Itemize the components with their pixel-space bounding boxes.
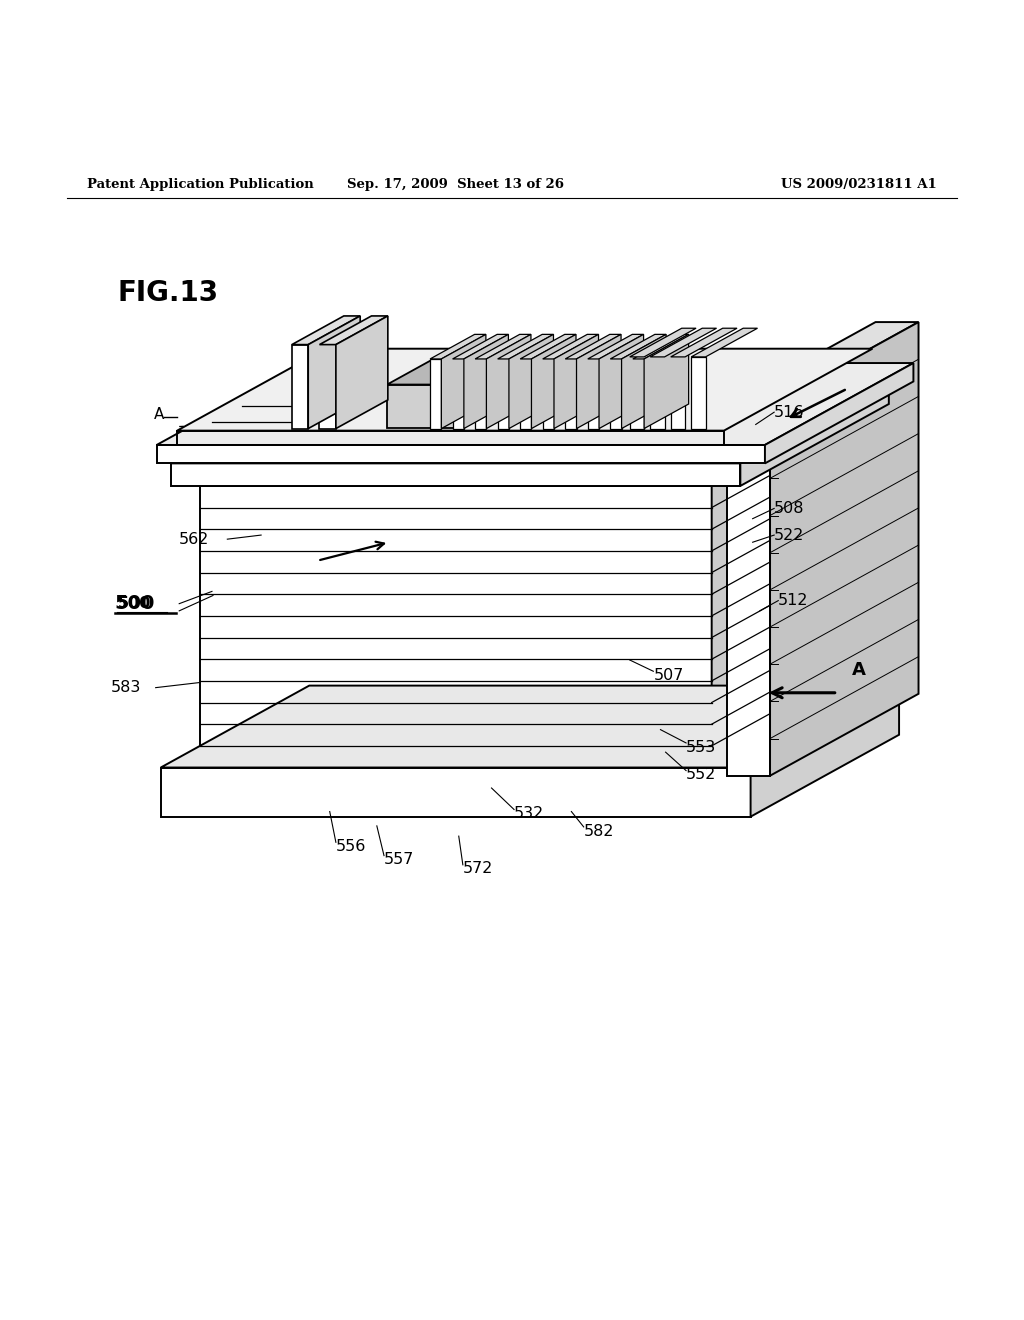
Polygon shape: [691, 356, 706, 429]
Polygon shape: [520, 359, 531, 429]
Polygon shape: [461, 347, 527, 428]
Polygon shape: [475, 359, 486, 429]
Text: FIG.13: FIG.13: [118, 280, 219, 308]
Polygon shape: [577, 334, 621, 429]
Polygon shape: [430, 334, 485, 359]
Text: A: A: [154, 407, 164, 422]
Text: US 2009/0231811 A1: US 2009/0231811 A1: [781, 178, 937, 191]
Text: 562: 562: [179, 532, 210, 546]
Polygon shape: [650, 356, 665, 429]
Polygon shape: [765, 363, 913, 463]
Polygon shape: [157, 363, 913, 445]
Polygon shape: [727, 322, 919, 404]
Text: Patent Application Publication: Patent Application Publication: [87, 178, 313, 191]
Polygon shape: [387, 347, 527, 384]
Polygon shape: [453, 359, 464, 429]
Polygon shape: [161, 685, 899, 767]
Polygon shape: [200, 404, 860, 486]
Polygon shape: [171, 463, 740, 486]
Polygon shape: [387, 384, 461, 428]
Text: Sep. 17, 2009  Sheet 13 of 26: Sep. 17, 2009 Sheet 13 of 26: [347, 178, 564, 191]
Polygon shape: [498, 334, 553, 359]
Text: 522: 522: [774, 528, 805, 543]
Text: 556: 556: [336, 840, 367, 854]
Polygon shape: [650, 329, 717, 356]
Polygon shape: [751, 685, 899, 817]
Text: 552: 552: [686, 767, 717, 783]
Text: 508: 508: [774, 502, 805, 516]
Polygon shape: [200, 486, 712, 767]
Text: 500: 500: [115, 594, 155, 614]
Polygon shape: [520, 334, 575, 359]
Polygon shape: [531, 334, 575, 429]
Text: 583: 583: [111, 680, 141, 696]
Polygon shape: [565, 359, 577, 429]
Polygon shape: [319, 315, 388, 345]
Polygon shape: [630, 356, 644, 429]
Polygon shape: [740, 381, 889, 486]
Polygon shape: [610, 334, 666, 359]
Text: 512: 512: [778, 593, 809, 609]
Polygon shape: [633, 334, 688, 359]
Polygon shape: [475, 334, 530, 359]
Text: 582: 582: [584, 824, 614, 838]
Polygon shape: [599, 334, 643, 429]
Polygon shape: [770, 322, 919, 776]
Polygon shape: [543, 334, 598, 359]
Text: 500: 500: [118, 597, 152, 611]
Polygon shape: [486, 334, 530, 429]
Polygon shape: [292, 345, 308, 429]
Polygon shape: [157, 445, 765, 463]
Polygon shape: [644, 334, 688, 429]
Polygon shape: [509, 334, 553, 429]
Polygon shape: [554, 334, 598, 429]
Polygon shape: [543, 359, 554, 429]
Text: 553: 553: [686, 739, 717, 755]
Polygon shape: [177, 348, 872, 430]
Polygon shape: [622, 334, 666, 429]
Text: A: A: [852, 661, 866, 680]
Polygon shape: [610, 359, 622, 429]
Polygon shape: [441, 334, 485, 429]
Text: 557: 557: [384, 853, 415, 867]
Polygon shape: [671, 329, 737, 356]
Polygon shape: [161, 767, 751, 817]
Polygon shape: [727, 404, 770, 776]
Polygon shape: [712, 404, 860, 767]
Polygon shape: [498, 359, 509, 429]
Polygon shape: [588, 334, 643, 359]
Polygon shape: [430, 359, 441, 429]
Polygon shape: [171, 381, 889, 463]
Polygon shape: [319, 345, 336, 429]
Text: 572: 572: [463, 862, 494, 876]
Polygon shape: [588, 359, 599, 429]
Text: 516: 516: [774, 405, 805, 420]
Text: 507: 507: [653, 668, 684, 682]
Polygon shape: [630, 329, 696, 356]
Polygon shape: [691, 329, 758, 356]
Polygon shape: [453, 334, 508, 359]
Text: 532: 532: [514, 807, 545, 821]
Polygon shape: [671, 356, 685, 429]
Polygon shape: [565, 334, 621, 359]
Polygon shape: [336, 315, 388, 429]
Polygon shape: [292, 315, 360, 345]
Polygon shape: [633, 359, 644, 429]
Polygon shape: [464, 334, 508, 429]
Polygon shape: [308, 315, 360, 429]
